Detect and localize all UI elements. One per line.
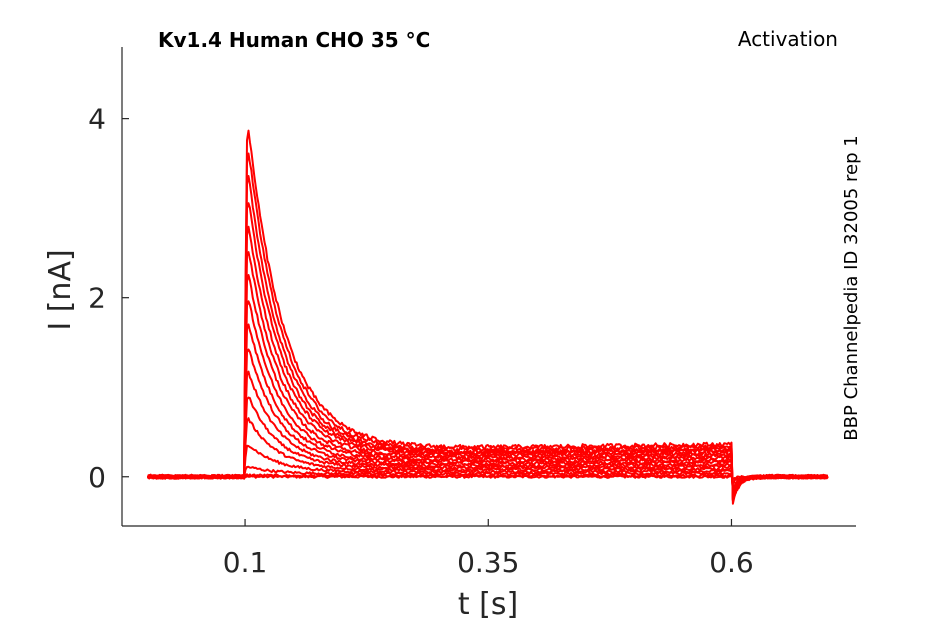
chart-title: Kv1.4 Human CHO 35 °C <box>158 28 430 52</box>
x-tick-label: 0.6 <box>709 546 754 579</box>
y-tick-label: 2 <box>88 282 106 315</box>
x-axis-label: t [s] <box>458 587 518 622</box>
y-tick-label: 0 <box>88 461 106 494</box>
current-trace <box>147 323 829 495</box>
current-traces <box>146 129 829 505</box>
protocol-label: Activation <box>738 27 838 51</box>
current-trace <box>147 473 829 481</box>
x-ticks: 0.1 0.35 0.6 <box>223 519 754 579</box>
current-trace <box>147 129 829 505</box>
source-label: BBP Channelpedia ID 32005 rep 1 <box>841 135 862 440</box>
y-ticks: 0 2 4 <box>88 103 129 494</box>
x-tick-label: 0.35 <box>457 546 519 579</box>
current-trace <box>146 202 829 500</box>
y-axis-label: I [nA] <box>43 249 78 330</box>
current-trace <box>147 444 829 485</box>
x-tick-label: 0.1 <box>223 546 268 579</box>
y-tick-label: 4 <box>88 103 106 136</box>
current-trace <box>146 152 829 501</box>
